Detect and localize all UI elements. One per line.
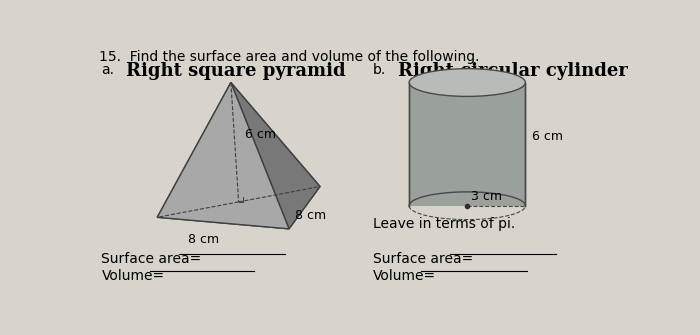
Polygon shape: [231, 82, 320, 229]
Text: 3 cm: 3 cm: [471, 190, 502, 203]
Text: 8 cm: 8 cm: [295, 209, 326, 222]
Text: Leave in terms of pi.: Leave in terms of pi.: [372, 217, 515, 231]
Text: Surface area=: Surface area=: [372, 252, 473, 266]
Text: 15.  Find the surface area and volume of the following.: 15. Find the surface area and volume of …: [99, 50, 480, 64]
Polygon shape: [188, 82, 320, 187]
Text: Surface area=: Surface area=: [102, 252, 202, 266]
Text: 8 cm: 8 cm: [188, 233, 219, 246]
Polygon shape: [158, 82, 289, 229]
Text: 6 cm: 6 cm: [531, 130, 563, 143]
Polygon shape: [158, 82, 231, 217]
Text: Right square pyramid: Right square pyramid: [126, 62, 346, 80]
Ellipse shape: [409, 69, 526, 96]
Polygon shape: [158, 175, 320, 229]
Text: b.: b.: [372, 63, 386, 77]
Text: a.: a.: [102, 63, 115, 77]
Text: Right circular cylinder: Right circular cylinder: [398, 62, 627, 80]
Text: Volume=: Volume=: [372, 269, 436, 283]
Text: Volume=: Volume=: [102, 269, 164, 283]
Polygon shape: [409, 82, 526, 206]
Text: 6 cm: 6 cm: [245, 128, 276, 141]
